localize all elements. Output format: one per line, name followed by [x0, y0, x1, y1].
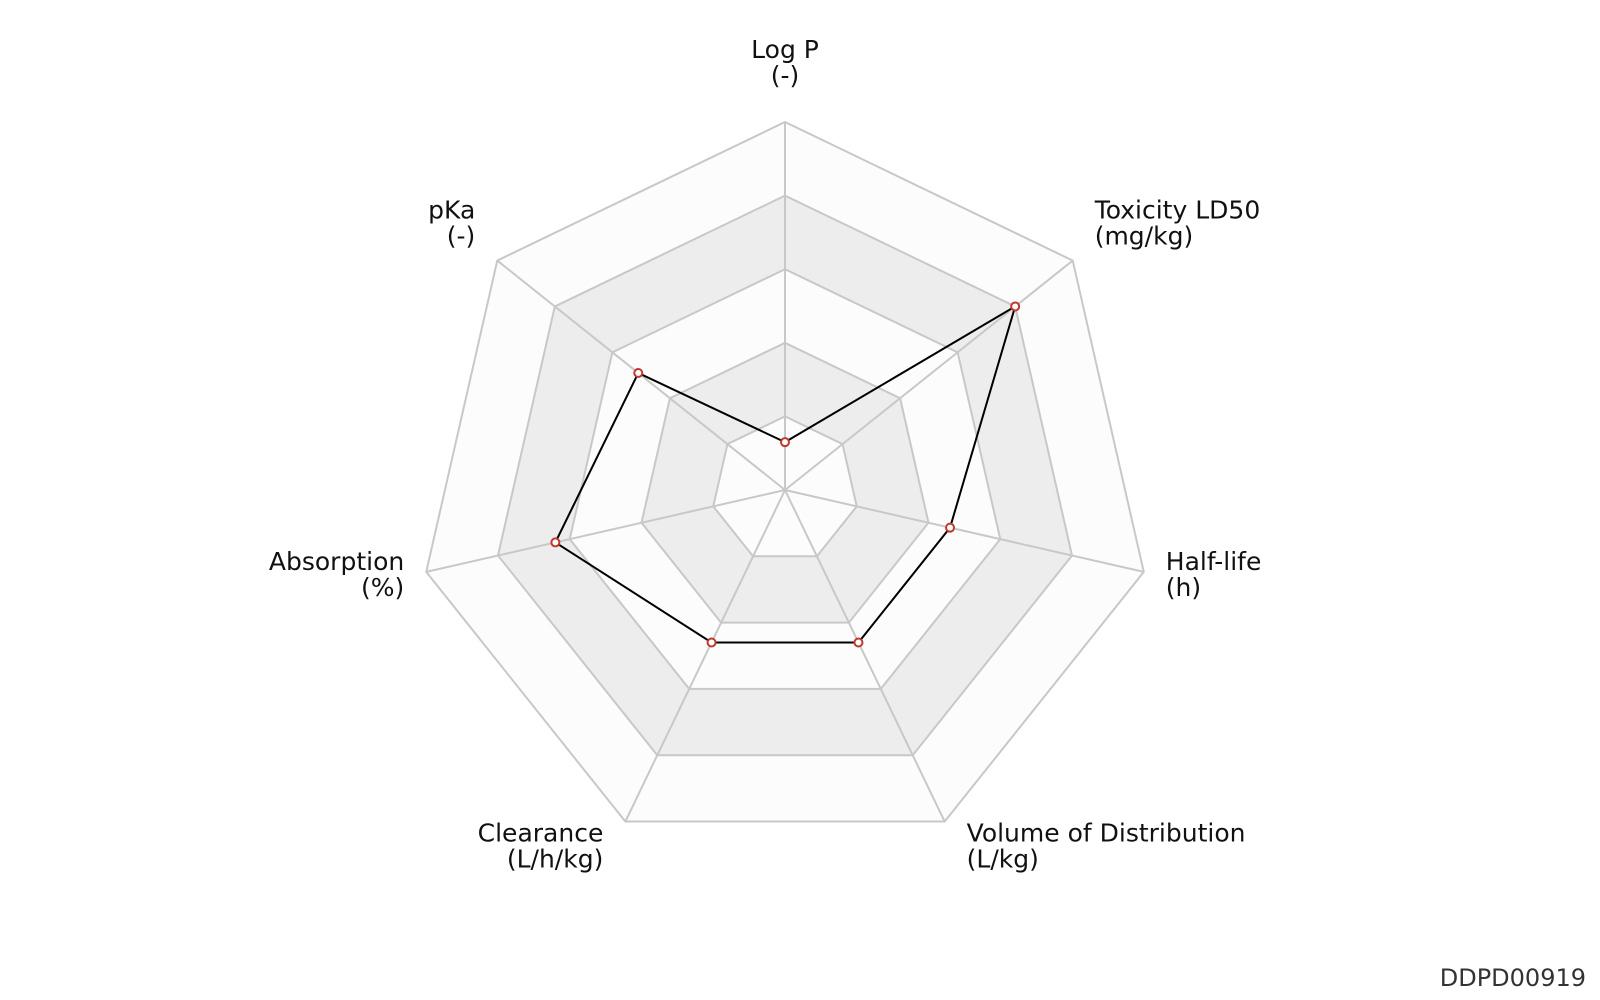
radar-spoke-6: [426, 489, 786, 573]
data-point-2: [1010, 301, 1021, 312]
axis-label-unit: (-): [771, 61, 800, 90]
data-point-5: [706, 637, 717, 648]
axis-label-name: Absorption: [269, 547, 404, 576]
axis-label-3: Half-life (h): [1166, 547, 1262, 602]
data-point-3: [945, 522, 956, 533]
radar-series: [550, 301, 1021, 648]
axis-label-name: Clearance: [478, 819, 604, 848]
axis-label-name: pKa: [428, 196, 475, 225]
axis-label-6: Absorption (%): [269, 547, 404, 602]
axis-label-unit: (-): [447, 222, 476, 251]
axis-label-unit: (L/h/kg): [507, 845, 603, 874]
axis-label-5: Clearance (L/h/kg): [478, 819, 604, 874]
axis-label-name: Toxicity LD50: [1094, 196, 1261, 225]
radar-spoke-3: [784, 489, 1144, 573]
series-line: [554, 304, 1017, 644]
radar-axis-spokes: [426, 122, 1144, 822]
data-point-6: [550, 537, 561, 548]
data-point-4: [853, 637, 864, 648]
radar-spoke-4: [784, 489, 946, 822]
radar-spoke-5: [624, 489, 786, 822]
chart-id-label: DDPD00919: [1439, 964, 1586, 992]
axis-label-name: Log P: [751, 35, 819, 64]
axis-label-unit: (L/kg): [967, 845, 1039, 874]
axis-label-unit: (h): [1166, 573, 1201, 602]
axis-label-2: Toxicity LD50 (mg/kg): [1094, 196, 1261, 251]
axis-label-7: pKa (-): [428, 196, 475, 251]
axis-label-1: Log P (-): [751, 35, 819, 90]
axis-label-4: Volume of Distribution (L/kg): [967, 819, 1246, 874]
axis-label-name: Volume of Distribution: [967, 819, 1246, 848]
axis-label-unit: (%): [361, 573, 404, 602]
radar-axis-labels: Log P (-)Toxicity LD50 (mg/kg)Half-life (h)…: [269, 35, 1261, 874]
radar-spoke-2: [784, 259, 1074, 491]
axis-label-unit: (mg/kg): [1095, 222, 1194, 251]
data-point-1: [780, 437, 790, 448]
axis-label-name: Half-life: [1166, 547, 1262, 576]
data-point-7: [633, 367, 644, 378]
